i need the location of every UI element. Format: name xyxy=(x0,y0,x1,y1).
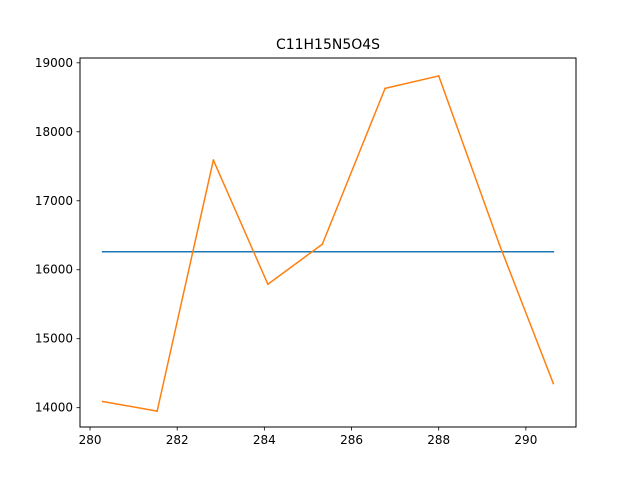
series-2-point xyxy=(437,75,440,77)
chart-title: C11H15N5O4S xyxy=(276,37,380,53)
series-2-point xyxy=(552,382,555,385)
x-tick-label: 286 xyxy=(340,433,363,447)
series-layer xyxy=(101,75,555,413)
y-axis: 14000 15000 16000 17000 18000 19000 xyxy=(35,56,80,415)
series-2-point xyxy=(321,243,324,246)
series-2-point xyxy=(212,159,215,161)
x-tick-label: 288 xyxy=(427,433,450,447)
series-1-point xyxy=(101,250,104,253)
x-tick-label: 290 xyxy=(514,433,537,447)
y-tick-label: 18000 xyxy=(35,125,73,139)
x-axis: 280 282 284 286 288 290 xyxy=(79,427,537,447)
y-tick-label: 14000 xyxy=(35,401,73,415)
x-tick-label: 282 xyxy=(166,433,189,447)
plot-frame xyxy=(79,57,577,428)
series-2-point xyxy=(101,400,104,403)
series-2-point xyxy=(266,283,269,286)
series-1-point xyxy=(552,250,555,253)
y-tick-label: 15000 xyxy=(35,332,73,346)
series-2-point xyxy=(156,410,159,413)
x-tick-label: 280 xyxy=(79,433,102,447)
x-tick-label: 284 xyxy=(253,433,276,447)
y-tick-label: 17000 xyxy=(35,194,73,208)
series-2-point xyxy=(498,243,501,246)
series-2-point xyxy=(384,87,386,90)
y-tick-label: 19000 xyxy=(35,56,73,70)
y-tick-label: 16000 xyxy=(35,263,73,277)
